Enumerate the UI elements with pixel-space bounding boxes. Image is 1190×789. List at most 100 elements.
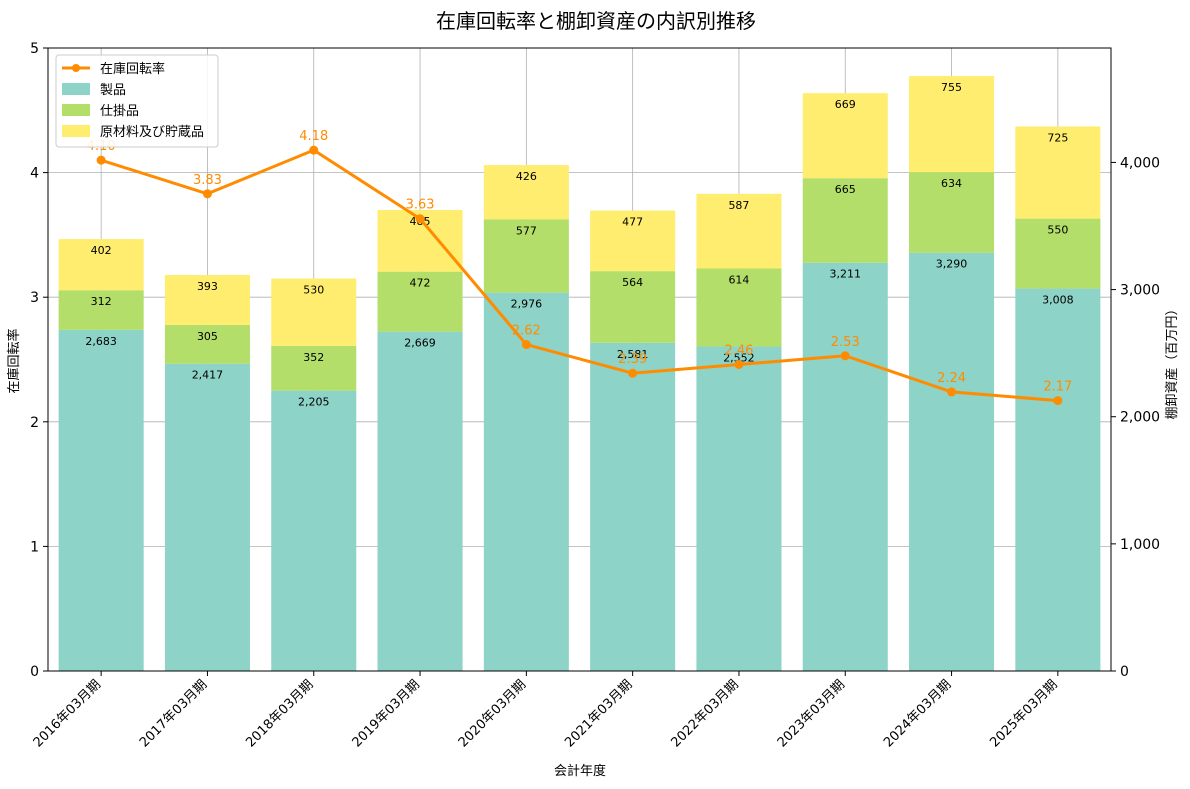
x-tick-label: 2023年03月期 [775, 677, 848, 750]
bar-value-label: 3,008 [1042, 294, 1074, 307]
bar-value-label: 564 [622, 276, 643, 289]
bar-value-label: 352 [303, 351, 324, 364]
x-tick-label: 2018年03月期 [243, 677, 316, 750]
bar-segment [696, 268, 782, 347]
legend-swatch [62, 83, 90, 95]
bar-value-label: 2,683 [85, 335, 117, 348]
y-axis-left-label: 在庫回転率 [6, 328, 22, 393]
bar-segment [802, 178, 888, 263]
y-left-tick-label: 2 [30, 415, 39, 431]
y-right-tick-label: 1,000 [1120, 537, 1160, 553]
bar-value-label: 312 [91, 295, 112, 308]
bar-value-label: 2,417 [192, 369, 224, 382]
bar-value-label: 577 [516, 224, 537, 237]
bar-segment [483, 219, 569, 293]
bar-value-label: 393 [197, 280, 218, 293]
legend-label: 原材料及び貯蔵品 [100, 125, 204, 140]
bar-segment [1015, 218, 1101, 289]
bar-segment [377, 271, 463, 332]
line-value-label: 2.24 [937, 371, 966, 386]
bar-segment [802, 93, 888, 179]
line-value-label: 2.39 [618, 352, 647, 367]
line-point [202, 189, 212, 199]
x-tick-label: 2017年03月期 [137, 677, 210, 750]
y-left-tick-label: 4 [30, 166, 39, 182]
line-point [415, 214, 425, 224]
line-value-label: 2.46 [724, 343, 753, 358]
bar-value-label: 725 [1047, 131, 1068, 144]
line-value-label: 2.62 [512, 324, 541, 339]
bar-value-label: 2,976 [511, 298, 543, 311]
line-value-label: 4.18 [299, 129, 328, 144]
x-tick-label: 2021年03月期 [562, 677, 635, 750]
legend-box [55, 54, 219, 148]
bar-value-label: 755 [941, 81, 962, 94]
y-axis-right-label: 棚卸資産（百万円） [1164, 302, 1180, 419]
plot-frame [47, 47, 1112, 672]
bar-value-label: 669 [835, 98, 856, 111]
bar-segment [590, 210, 676, 272]
bar-segment [909, 172, 995, 253]
x-axis-label: 会計年度 [554, 763, 606, 779]
bar-segment [1015, 126, 1101, 219]
x-tick-label: 2025年03月期 [987, 677, 1060, 750]
bar-value-label: 305 [197, 330, 218, 343]
x-tick-label: 2024年03月期 [881, 677, 954, 750]
bar-value-label: 3,211 [830, 268, 862, 281]
y-left-tick-label: 5 [30, 41, 39, 57]
bar-segment [909, 76, 995, 173]
line-point [734, 359, 744, 369]
bar-segment [164, 324, 250, 364]
legend-swatch-marker [72, 64, 80, 72]
bar-value-label: 3,290 [936, 258, 968, 271]
bar-value-label: 2,552 [723, 352, 755, 365]
bar-value-label: 477 [622, 215, 643, 228]
line-series-path [100, 148, 1058, 403]
bar-segment [802, 262, 888, 671]
bar-segment [696, 193, 782, 269]
bar-segment [164, 274, 250, 325]
bar-segment [590, 271, 676, 343]
bar-value-label: 2,205 [298, 396, 330, 409]
x-tick-label: 2022年03月期 [668, 677, 741, 750]
line-series: 4.103.834.183.632.622.392.462.532.242.17 [87, 129, 1072, 406]
line-value-label: 3.63 [406, 198, 435, 213]
legend-swatch [62, 104, 90, 116]
bar-segment [271, 278, 357, 346]
bar-segment [271, 345, 357, 391]
bar-value-label: 2,669 [404, 337, 436, 350]
bar-segment [58, 239, 144, 291]
y-right-tick-label: 4,000 [1120, 155, 1160, 171]
bar-segment [377, 331, 463, 671]
bar-value-label: 614 [728, 273, 749, 286]
bar-labels: 2,683 312 402 2,417 305 393 2,205 352 530 2,669 47… [85, 81, 1073, 409]
bar-value-label: 426 [516, 170, 537, 183]
bar-segment [1015, 288, 1101, 671]
line-point [947, 387, 957, 397]
bar-segment [271, 390, 357, 671]
line-point [628, 368, 638, 378]
y-right-tick-label: 2,000 [1120, 410, 1160, 426]
legend-label: 仕掛品 [100, 104, 139, 119]
line-point [96, 155, 106, 165]
line-value-label: 3.83 [193, 173, 222, 188]
y-left-tick-label: 3 [30, 290, 39, 306]
bar-value-label: 402 [91, 244, 112, 257]
bars [58, 76, 1101, 671]
bar-value-label: 587 [728, 199, 749, 212]
bar-value-label: 2,581 [617, 348, 649, 361]
bar-segment [58, 329, 144, 671]
bar-value-label: 665 [835, 183, 856, 196]
line-value-label: 2.53 [831, 335, 860, 350]
bar-value-label: 550 [1047, 224, 1068, 237]
line-value-label: 2.17 [1043, 380, 1072, 395]
line-point [521, 340, 531, 350]
bar-value-label: 530 [303, 284, 324, 297]
legend-label: 在庫回転率 [100, 61, 165, 77]
bar-segment [58, 290, 144, 330]
x-tick-label: 2020年03月期 [456, 677, 529, 750]
y-right-tick-label: 3,000 [1120, 283, 1160, 299]
bar-segment [483, 165, 569, 220]
